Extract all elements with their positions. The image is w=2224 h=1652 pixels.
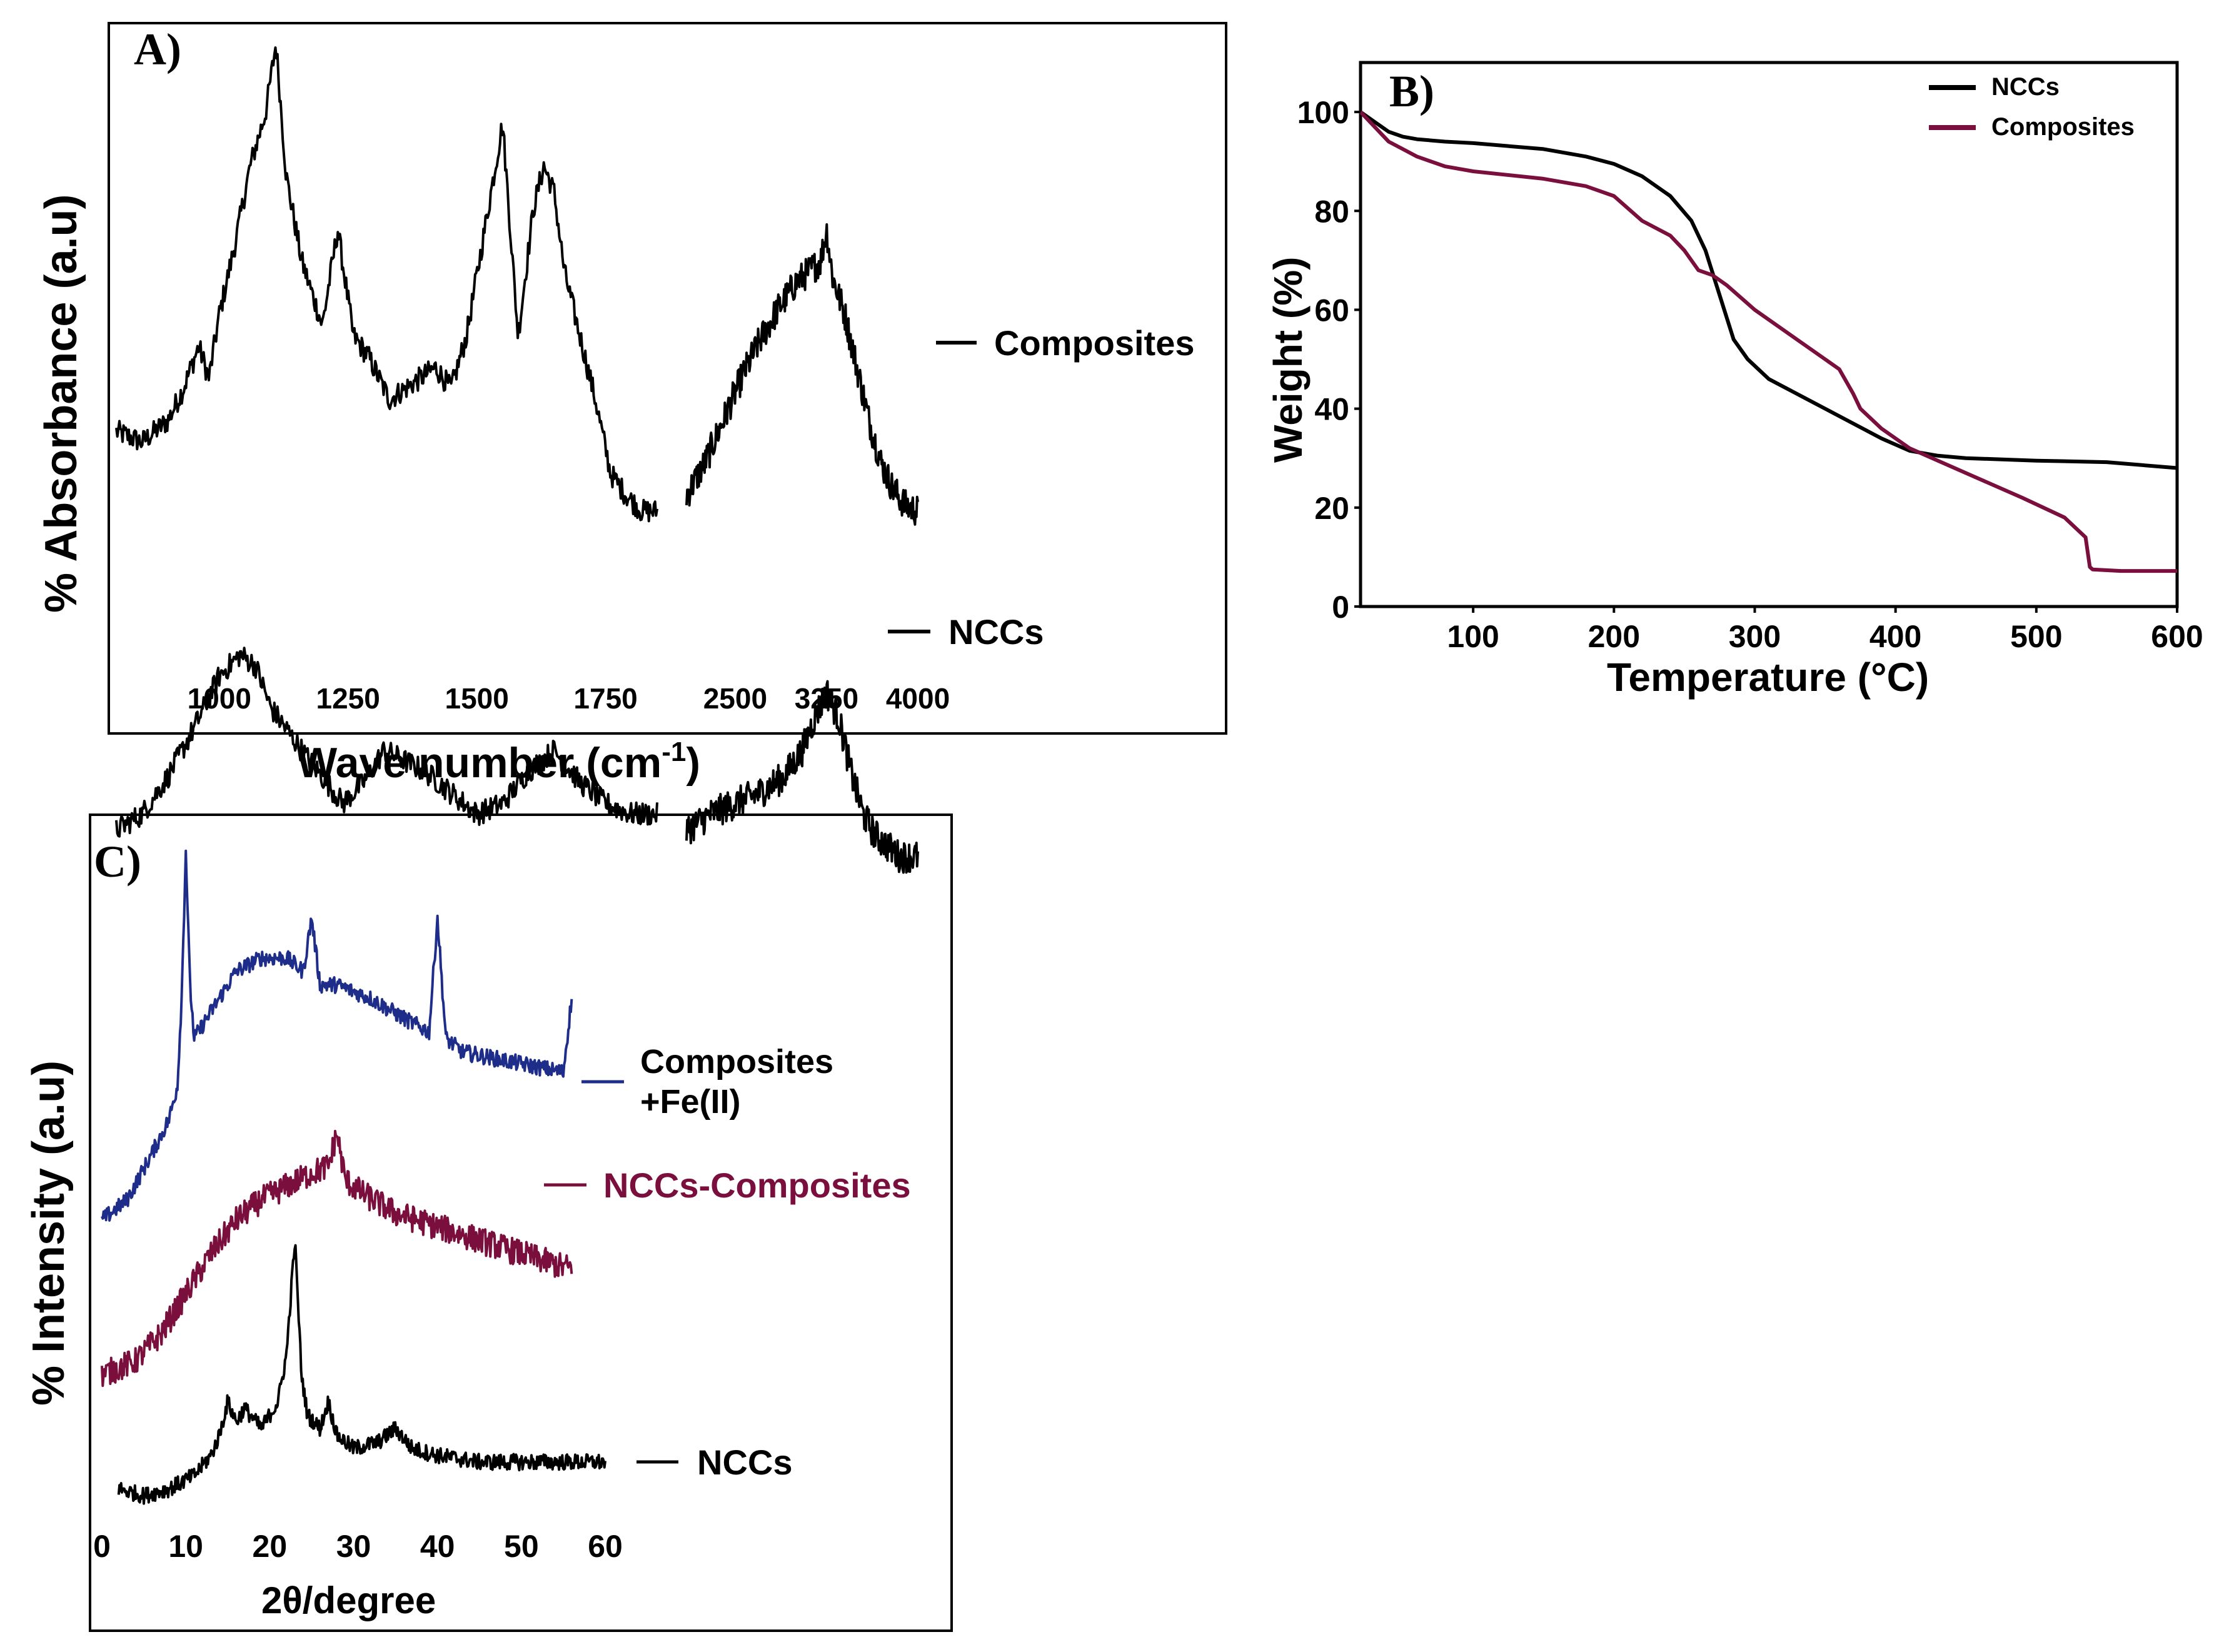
panel-b-xtick-label: 600 [2151, 619, 2203, 654]
panel-c-legend-fe: Composites +Fe(II) [640, 1043, 843, 1121]
panel-a-ylabel: % Absorbance (a.u) [36, 194, 86, 613]
panel-b-legend-nccs: NCCs [1991, 73, 2060, 101]
panel-b-series-composites [1359, 111, 2177, 573]
panel-b-legend-composites: Composites [1991, 113, 2135, 141]
panel-c-legend-nccs-composites: NCCs-Composites [603, 1166, 911, 1205]
panel-c-legend-fe-line2: +Fe(II) [640, 1083, 741, 1121]
panel-b-frame [1359, 61, 2179, 608]
panel-a-frame [108, 22, 1227, 735]
panel-b-xtick-label: 300 [1729, 619, 1781, 654]
panel-a-xtick-label: 1000 [188, 682, 251, 715]
panel-c-series-nccs-composites [101, 1129, 573, 1388]
panel-b-xtick-label: 100 [1447, 619, 1499, 654]
panel-c-xtick-label: 10 [168, 1529, 203, 1564]
panel-c-xtick-label: 60 [588, 1529, 623, 1564]
panel-b-xtick-label: 500 [2010, 619, 2062, 654]
panel-c-xtick-label: 50 [504, 1529, 539, 1564]
panel-a-legend-composites: Composites [994, 323, 1195, 363]
panel-b-ytick-label: 40 [1314, 392, 1349, 427]
panel-c-legend-nccs: NCCs [697, 1443, 792, 1482]
panel-c-series-nccs [117, 1244, 606, 1505]
panel-b-ytick-label: 20 [1314, 491, 1349, 526]
panel-a-series-nccs-segment2 [685, 680, 919, 874]
panel-c-xtick-label: 20 [253, 1529, 288, 1564]
panel-b-xtick-label: 400 [1869, 619, 1921, 654]
panel-a-xtick-label: 4000 [886, 682, 950, 715]
panel-b-ytick-label: 80 [1314, 194, 1349, 229]
panel-b-series-nccs [1359, 110, 2178, 470]
panel-c-series-composites-fe [101, 849, 573, 1222]
panel-b-ylabel: Weight (%) [1265, 257, 1311, 463]
panel-c-xtick-label: 0 [93, 1529, 111, 1564]
panel-a-xtick-label: 1500 [445, 682, 509, 715]
panel-b-ytick-label: 100 [1297, 95, 1349, 130]
panel-a-xtick-label: 1750 [573, 682, 637, 715]
panel-c-legend-fe-line1: Composites [640, 1043, 833, 1080]
panel-a-series-composites-segment2 [685, 223, 919, 526]
panel-b-ytick-label: 60 [1314, 293, 1349, 328]
panel-b-ytick-label: 0 [1332, 590, 1349, 625]
panel-a-xtick-label: 1250 [316, 682, 380, 715]
panel-a-legend-nccs: NCCs [948, 612, 1044, 652]
panel-c-xtick-label: 40 [420, 1529, 455, 1564]
panel-c-label: C) [94, 837, 141, 887]
panel-c-xlabel: 2θ/degree [261, 1579, 436, 1621]
panel-a-series-nccs-segment1 [115, 647, 658, 838]
panel-a-xlabel-superscript: -1 [662, 737, 686, 767]
panel-a-label: A) [134, 24, 181, 74]
panel-a-xlabel-close: ) [686, 739, 700, 787]
panel-c-frame [89, 813, 953, 1632]
panel-b-xlabel: Temperature (°C) [1607, 655, 1929, 700]
panel-c-xtick-label: 30 [336, 1529, 371, 1564]
panel-b-xtick-label: 200 [1588, 619, 1640, 654]
panel-c-ylabel: % Intensity (a.u) [24, 1060, 74, 1406]
panel-b-label: B) [1389, 66, 1434, 116]
panel-a-xlabel: Wave number (cm-1) [297, 737, 700, 787]
panel-a-series-composites-segment1 [115, 46, 658, 523]
panel-a-xtick-label: 3250 [795, 682, 858, 715]
panel-a-xtick-label: 2500 [703, 682, 767, 715]
